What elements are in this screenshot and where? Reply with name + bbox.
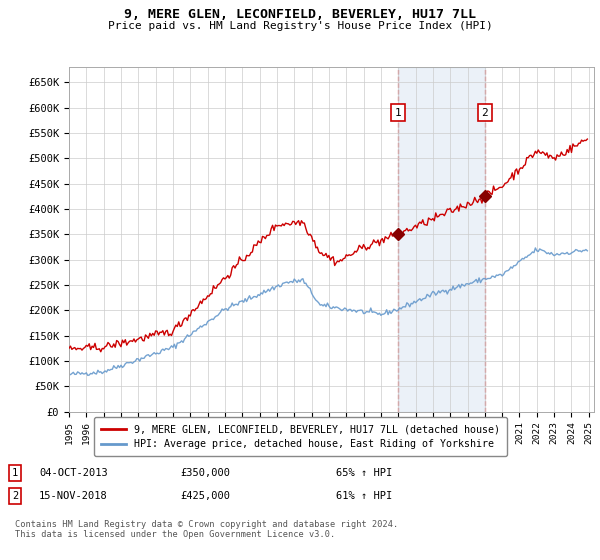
Text: Contains HM Land Registry data © Crown copyright and database right 2024.
This d: Contains HM Land Registry data © Crown c… <box>15 520 398 539</box>
Text: 9, MERE GLEN, LECONFIELD, BEVERLEY, HU17 7LL: 9, MERE GLEN, LECONFIELD, BEVERLEY, HU17… <box>124 8 476 21</box>
Text: £425,000: £425,000 <box>180 491 230 501</box>
Text: 2: 2 <box>12 491 18 501</box>
Text: 1: 1 <box>12 468 18 478</box>
Text: 65% ↑ HPI: 65% ↑ HPI <box>336 468 392 478</box>
Text: £350,000: £350,000 <box>180 468 230 478</box>
Text: 2: 2 <box>481 108 488 118</box>
Text: 1: 1 <box>395 108 401 118</box>
Text: 04-OCT-2013: 04-OCT-2013 <box>39 468 108 478</box>
Legend: 9, MERE GLEN, LECONFIELD, BEVERLEY, HU17 7LL (detached house), HPI: Average pric: 9, MERE GLEN, LECONFIELD, BEVERLEY, HU17… <box>94 417 506 456</box>
Text: 61% ↑ HPI: 61% ↑ HPI <box>336 491 392 501</box>
Text: 15-NOV-2018: 15-NOV-2018 <box>39 491 108 501</box>
Text: Price paid vs. HM Land Registry's House Price Index (HPI): Price paid vs. HM Land Registry's House … <box>107 21 493 31</box>
Bar <box>398 67 485 412</box>
